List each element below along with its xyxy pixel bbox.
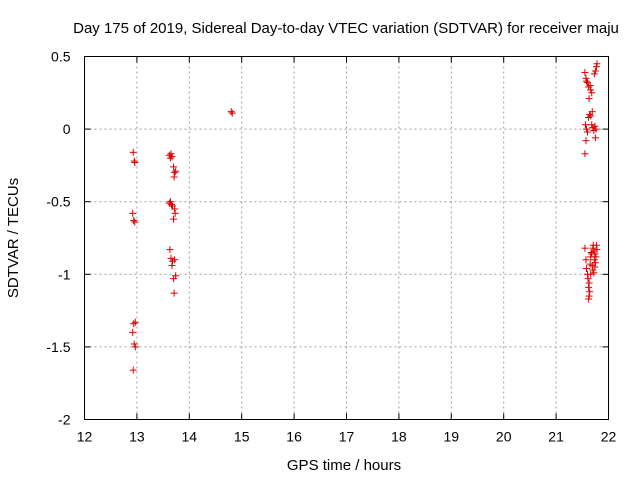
data-point [170,215,178,223]
data-point [166,198,174,206]
data-point [585,292,593,300]
data-point [591,134,599,142]
data-point [581,244,589,252]
data-point [591,250,599,258]
data-point [591,259,599,267]
data-point [129,209,137,217]
data-point [171,205,179,213]
y-tick-label: 0.5 [51,49,71,65]
x-tick-label: 16 [286,429,302,445]
data-point [582,74,590,82]
data-point [131,318,139,326]
x-tick-label: 20 [496,429,512,445]
data-point [166,246,174,254]
data-points [129,60,601,374]
data-point [170,163,178,171]
data-point [588,121,596,129]
data-point [170,275,178,283]
data-point [593,246,601,254]
data-point [585,283,593,291]
data-point [167,201,175,209]
y-tick-label: 0 [63,121,71,137]
data-point [170,173,178,181]
data-point [588,108,596,116]
y-tick-label: -0.5 [46,194,70,210]
data-point [582,125,590,133]
data-point [130,217,138,225]
data-point [587,112,595,120]
data-point [588,262,596,270]
data-point [590,269,598,277]
x-tick-label: 21 [548,429,564,445]
data-point [228,109,236,117]
data-point [582,264,590,272]
data-point [592,63,600,71]
data-point [591,122,599,130]
data-point [584,275,592,283]
data-point [591,67,599,75]
data-point [592,125,600,133]
data-point [167,150,175,158]
data-point [582,256,590,264]
x-tick-label: 17 [339,429,355,445]
data-point [585,95,593,103]
data-point [586,288,594,296]
data-point [592,253,600,261]
x-tick-label: 13 [129,429,145,445]
data-point [131,218,139,226]
data-point [587,86,595,94]
data-point [587,270,595,278]
data-point [586,82,594,90]
data-point [592,241,600,249]
x-axis-label: GPS time / hours [287,457,401,474]
data-point [581,121,589,129]
data-point [130,340,138,348]
chart-title: Day 175 of 2019, Sidereal Day-to-day VTE… [73,20,619,37]
data-point [131,343,139,351]
data-point [166,154,174,162]
data-point [581,150,589,158]
data-point [130,320,138,328]
data-point [130,157,138,165]
x-tick-label: 22 [601,429,617,445]
data-point [588,89,596,97]
axis-ticks: 12 13 14 15 16 17 18 19 20 21 22 -2 -1.5 -1 -0.5 0 0.5 [46,49,616,445]
data-point [172,167,180,175]
data-point [129,328,137,336]
x-tick-label: 15 [234,429,250,445]
data-point [171,169,179,177]
data-point [582,77,590,85]
data-point [167,254,175,262]
y-tick-label: -1 [58,266,71,282]
data-point [585,279,593,287]
x-tick-label: 19 [444,429,460,445]
data-point [227,108,235,116]
data-point [590,247,598,255]
grid-lines [84,56,609,420]
data-point [168,262,176,270]
data-point [582,137,590,145]
x-tick-label: 18 [391,429,407,445]
data-point [589,266,597,274]
data-point [171,256,179,264]
data-point [590,256,598,264]
data-point [585,295,593,303]
y-tick-label: -1.5 [46,339,70,355]
x-tick-label: 12 [77,429,93,445]
data-point [129,148,137,156]
data-point [168,153,176,161]
data-point [581,68,589,76]
data-point [593,60,601,68]
x-tick-label: 14 [182,429,198,445]
y-axis-label: SDTVAR / TECUs [5,178,22,298]
data-point [129,366,137,374]
data-point [589,244,597,252]
data-point [171,209,179,217]
data-point [170,289,178,297]
data-point [590,70,598,78]
data-point [131,158,139,166]
data-point [584,128,592,136]
y-tick-label: -2 [58,412,71,428]
